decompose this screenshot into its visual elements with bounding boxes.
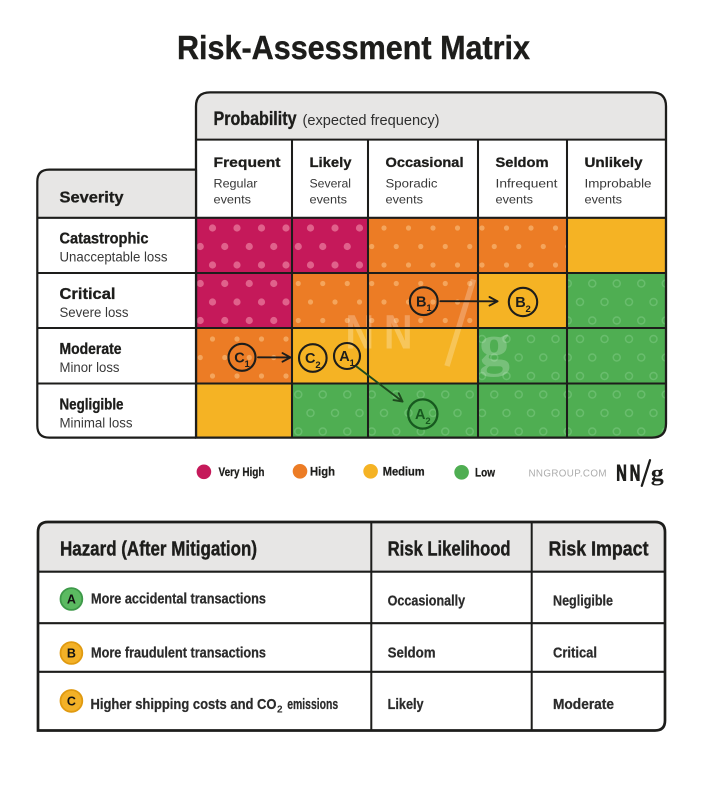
svg-text:Several: Several xyxy=(310,177,352,191)
svg-text:Risk-Assessment Matrix: Risk-Assessment Matrix xyxy=(177,29,531,66)
svg-text:emissions: emissions xyxy=(287,696,338,713)
svg-text:N: N xyxy=(630,460,641,485)
svg-text:Occasionally: Occasionally xyxy=(388,593,466,610)
svg-text:Regular: Regular xyxy=(214,177,258,191)
svg-text:events: events xyxy=(585,192,623,206)
svg-text:NNGROUP.COM: NNGROUP.COM xyxy=(529,469,607,480)
svg-text:Negligible: Negligible xyxy=(553,593,613,610)
svg-text:Hazard (After Mitigation): Hazard (After Mitigation) xyxy=(60,538,257,561)
svg-text:Low: Low xyxy=(475,466,495,480)
svg-text:Probability: Probability xyxy=(214,109,297,130)
svg-text:Medium: Medium xyxy=(383,465,425,479)
svg-text:2: 2 xyxy=(425,416,430,427)
svg-text:2: 2 xyxy=(315,360,320,371)
svg-text:Risk Impact: Risk Impact xyxy=(549,538,649,561)
svg-text:Moderate: Moderate xyxy=(553,696,614,713)
svg-text:A: A xyxy=(67,592,76,606)
svg-text:2: 2 xyxy=(277,705,283,716)
svg-text:Seldom: Seldom xyxy=(496,154,549,170)
svg-text:events: events xyxy=(310,192,348,206)
svg-text:events: events xyxy=(214,192,252,206)
svg-text:High: High xyxy=(310,465,335,479)
svg-text:C: C xyxy=(305,351,316,367)
svg-text:1: 1 xyxy=(350,358,356,369)
svg-text:C: C xyxy=(234,351,245,367)
svg-text:1: 1 xyxy=(245,359,251,370)
svg-text:B: B xyxy=(515,295,525,311)
svg-text:A: A xyxy=(339,349,350,365)
svg-text:Unacceptable loss: Unacceptable loss xyxy=(60,250,168,265)
svg-text:Negligible: Negligible xyxy=(60,396,124,413)
svg-text:More accidental transactions: More accidental transactions xyxy=(91,591,266,608)
svg-text:Likely: Likely xyxy=(388,696,425,713)
svg-text:Frequent: Frequent xyxy=(214,154,281,170)
svg-text:Severity: Severity xyxy=(60,189,124,206)
svg-text:Severe loss: Severe loss xyxy=(60,305,129,320)
svg-text:Improbable: Improbable xyxy=(585,177,652,191)
svg-text:Infrequent: Infrequent xyxy=(496,177,559,191)
svg-text:Sporadic: Sporadic xyxy=(386,177,438,191)
svg-text:Seldom: Seldom xyxy=(388,645,436,662)
svg-text:N: N xyxy=(616,460,627,485)
svg-text:Minor loss: Minor loss xyxy=(60,360,120,375)
svg-text:2: 2 xyxy=(526,304,531,315)
svg-text:Moderate: Moderate xyxy=(60,341,122,358)
svg-text:Higher shipping costs and CO: Higher shipping costs and CO xyxy=(91,696,277,713)
svg-text:More fraudulent transactions: More fraudulent transactions xyxy=(91,645,266,662)
svg-text:B: B xyxy=(416,294,426,310)
svg-text:Unlikely: Unlikely xyxy=(585,154,643,170)
svg-text:Likely: Likely xyxy=(310,154,352,170)
svg-text:(expected frequency): (expected frequency) xyxy=(303,113,440,129)
svg-text:Very High: Very High xyxy=(219,465,265,479)
svg-text:Critical: Critical xyxy=(60,286,116,303)
svg-text:Minimal loss: Minimal loss xyxy=(60,415,133,430)
svg-text:C: C xyxy=(67,694,76,708)
svg-text:A: A xyxy=(415,407,426,423)
svg-text:N: N xyxy=(384,307,413,360)
svg-text:g: g xyxy=(651,460,665,485)
svg-text:events: events xyxy=(496,192,534,206)
svg-text:B: B xyxy=(67,646,76,660)
svg-text:Critical: Critical xyxy=(553,645,597,662)
svg-text:Catastrophic: Catastrophic xyxy=(60,231,149,248)
svg-text:Risk Likelihood: Risk Likelihood xyxy=(388,538,511,561)
svg-text:Occasional: Occasional xyxy=(386,154,464,170)
svg-text:1: 1 xyxy=(426,303,432,314)
svg-text:g: g xyxy=(479,312,510,377)
svg-text:events: events xyxy=(386,192,424,206)
